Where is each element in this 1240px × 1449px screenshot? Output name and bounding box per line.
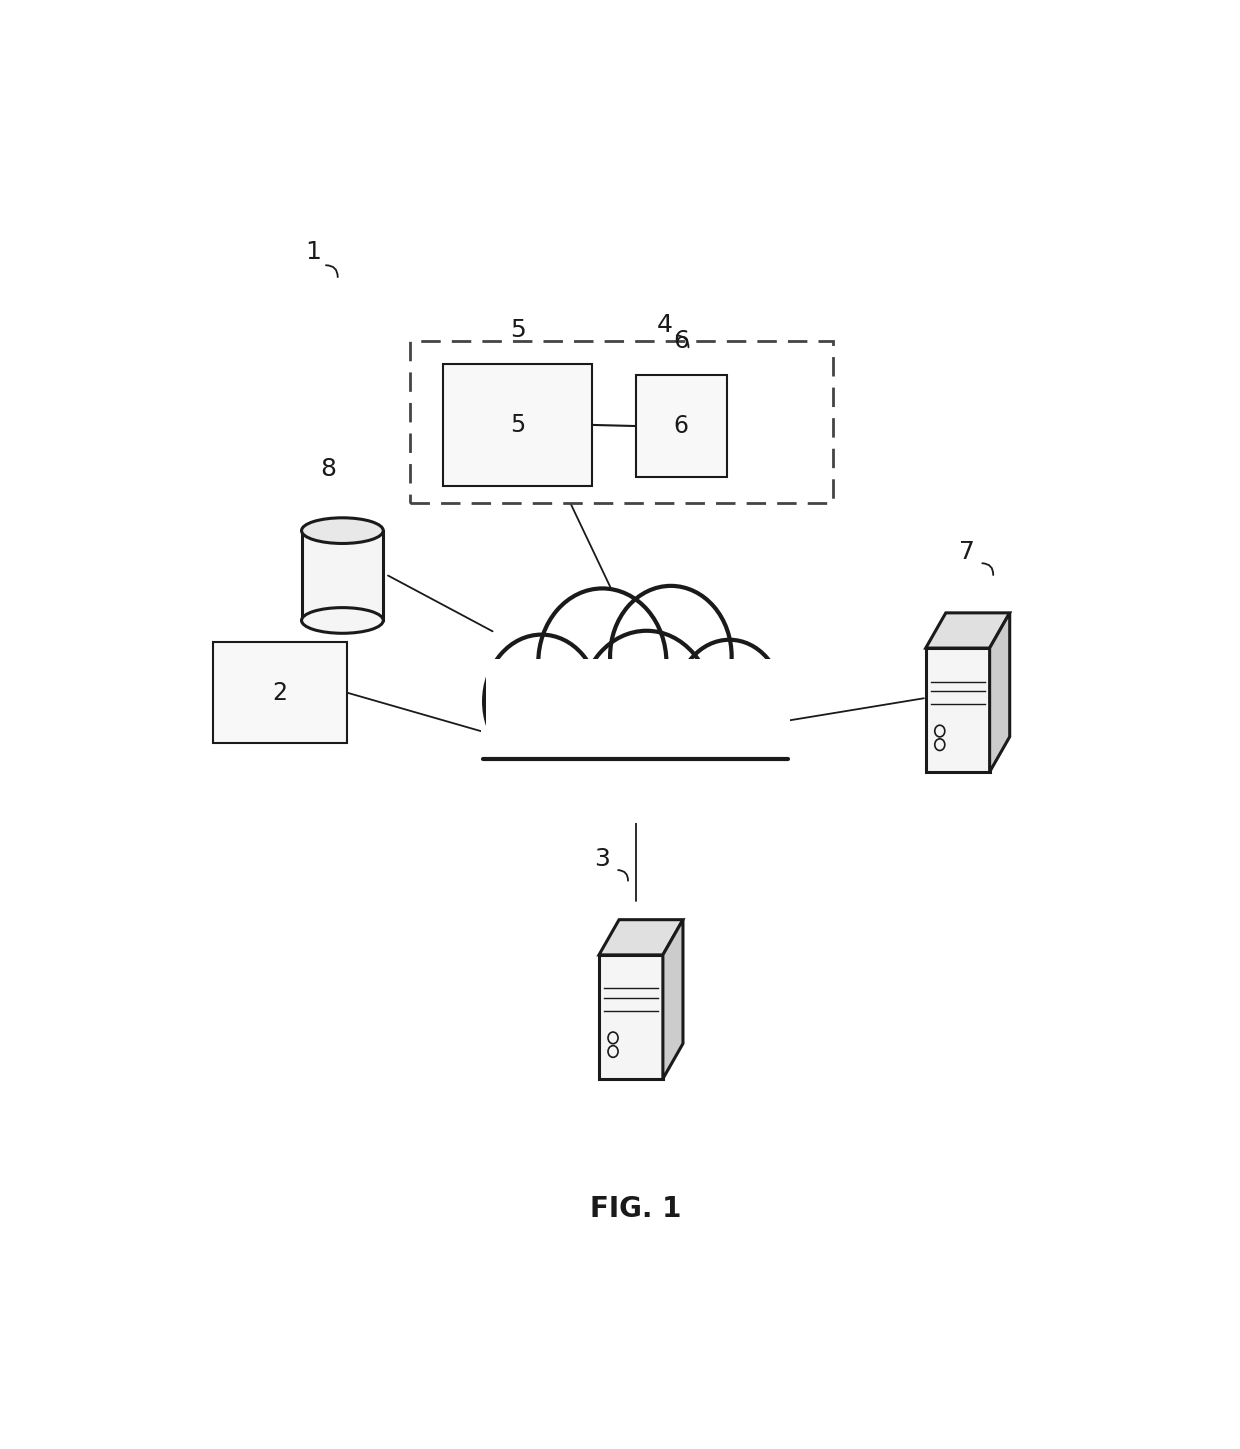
FancyBboxPatch shape <box>409 342 832 503</box>
Text: 2: 2 <box>272 681 288 704</box>
Text: 3: 3 <box>594 846 610 871</box>
Text: 1: 1 <box>305 241 321 264</box>
Circle shape <box>538 588 666 738</box>
Circle shape <box>676 640 782 764</box>
Polygon shape <box>486 659 785 756</box>
FancyBboxPatch shape <box>213 642 347 743</box>
Circle shape <box>484 635 599 768</box>
Ellipse shape <box>301 607 383 633</box>
Polygon shape <box>599 955 663 1078</box>
Ellipse shape <box>301 517 383 543</box>
Polygon shape <box>470 759 801 823</box>
Text: 2: 2 <box>273 681 288 704</box>
Polygon shape <box>990 613 1009 772</box>
Text: 5: 5 <box>510 319 526 342</box>
FancyBboxPatch shape <box>635 375 727 477</box>
Text: 7: 7 <box>959 540 975 564</box>
Text: 5: 5 <box>510 413 526 438</box>
Polygon shape <box>926 613 1009 648</box>
Text: 6: 6 <box>673 329 689 354</box>
Polygon shape <box>481 656 790 765</box>
Polygon shape <box>926 648 990 772</box>
Text: FIG. 1: FIG. 1 <box>590 1195 681 1223</box>
FancyBboxPatch shape <box>444 364 593 487</box>
Text: 4: 4 <box>656 313 672 336</box>
Circle shape <box>610 585 732 727</box>
Polygon shape <box>301 530 383 620</box>
Text: 6: 6 <box>673 414 688 438</box>
Text: 8: 8 <box>320 456 336 481</box>
Polygon shape <box>599 920 683 955</box>
Circle shape <box>580 630 713 785</box>
Polygon shape <box>663 920 683 1078</box>
